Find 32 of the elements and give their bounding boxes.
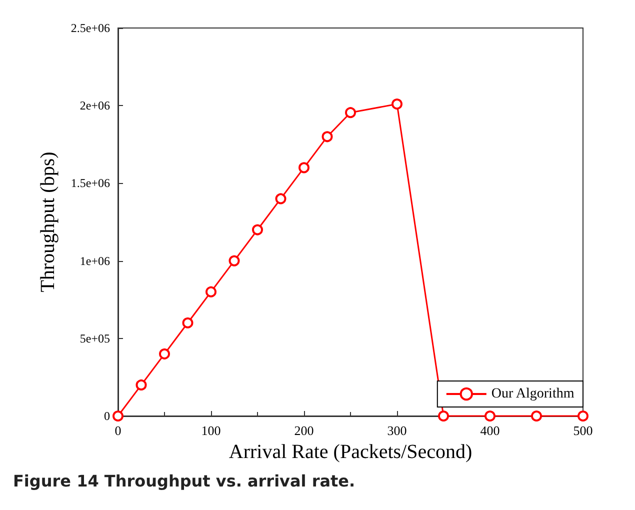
y-axis-title: Throughput (bps) — [37, 152, 59, 292]
x-tick-label: 500 — [573, 423, 593, 438]
y-tick-label: 0 — [104, 409, 110, 423]
point — [206, 286, 216, 298]
x-tick-label: 100 — [201, 423, 221, 438]
point — [438, 410, 449, 422]
point — [392, 98, 402, 110]
point — [322, 131, 333, 142]
point — [298, 162, 310, 174]
point — [531, 410, 542, 422]
point — [182, 317, 194, 328]
point — [112, 410, 124, 422]
point — [484, 410, 496, 422]
x-tick-label: 200 — [294, 423, 314, 438]
y-tick-label: 1.5e+06 — [70, 176, 110, 190]
point — [159, 348, 170, 360]
x-tick-label: 0 — [114, 423, 122, 438]
y-tick-label: 2e+06 — [80, 98, 110, 113]
point — [228, 255, 240, 266]
x-tick-label: 400 — [480, 423, 500, 438]
text: Figure 14 Throughput vs. arrival rate. — [13, 472, 356, 490]
y-tick-label: 2.5e+06 — [70, 21, 110, 35]
point — [578, 410, 588, 422]
point — [275, 193, 286, 204]
point — [252, 224, 263, 236]
point — [136, 379, 147, 390]
y-tick-label: 5e+05 — [80, 331, 110, 346]
legend-label: Our Algorithm — [491, 386, 574, 402]
x-axis-title: Arrival Rate (Packets/Second) — [228, 441, 472, 463]
point — [345, 107, 356, 118]
x-tick-label: 300 — [387, 423, 407, 438]
y-tick-label: 1e+06 — [80, 254, 110, 268]
